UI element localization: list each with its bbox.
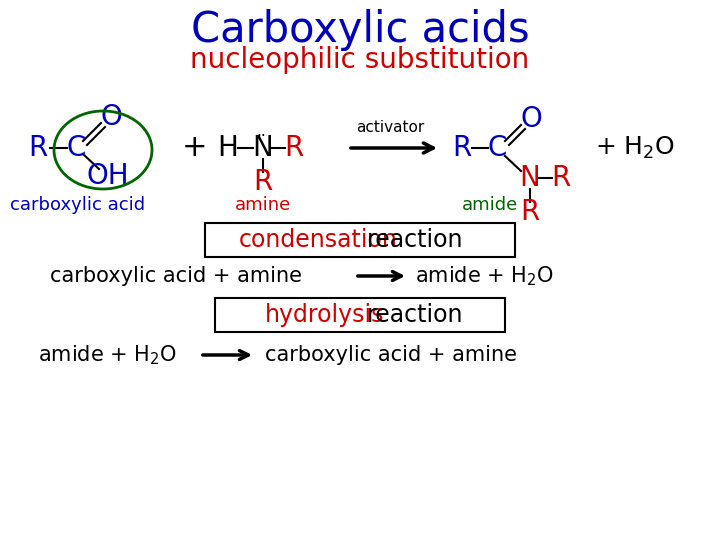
Text: C: C: [487, 134, 507, 162]
Text: +: +: [182, 133, 208, 163]
Text: H: H: [217, 134, 238, 162]
Text: R: R: [452, 134, 472, 162]
Text: + H$_2$O: + H$_2$O: [595, 135, 675, 161]
Text: N: N: [253, 134, 274, 162]
Text: carboxylic acid + amine: carboxylic acid + amine: [50, 266, 302, 286]
Text: ··: ··: [256, 129, 266, 144]
Text: N: N: [520, 164, 541, 192]
Text: nucleophilic substitution: nucleophilic substitution: [190, 46, 530, 74]
Text: R: R: [253, 168, 273, 196]
Text: amide + H$_2$O: amide + H$_2$O: [415, 264, 554, 288]
Text: O: O: [100, 103, 122, 131]
Text: hydrolysis: hydrolysis: [265, 303, 384, 327]
FancyBboxPatch shape: [205, 223, 515, 257]
Text: reaction: reaction: [366, 303, 463, 327]
Text: OH: OH: [86, 162, 130, 190]
Text: carboxylic acid: carboxylic acid: [10, 196, 145, 214]
Text: R: R: [284, 134, 304, 162]
Text: reaction: reaction: [366, 228, 463, 252]
Text: condensation: condensation: [238, 228, 397, 252]
Text: C: C: [66, 134, 86, 162]
Text: amine: amine: [235, 196, 291, 214]
Text: R: R: [521, 198, 539, 226]
Text: R: R: [552, 164, 571, 192]
Text: O: O: [520, 105, 542, 133]
Text: amide: amide: [462, 196, 518, 214]
FancyBboxPatch shape: [215, 298, 505, 332]
Text: carboxylic acid + amine: carboxylic acid + amine: [265, 345, 517, 365]
Text: Carboxylic acids: Carboxylic acids: [191, 9, 529, 51]
Text: amide + H$_2$O: amide + H$_2$O: [38, 343, 177, 367]
Text: activator: activator: [356, 119, 424, 134]
Text: R: R: [28, 134, 48, 162]
